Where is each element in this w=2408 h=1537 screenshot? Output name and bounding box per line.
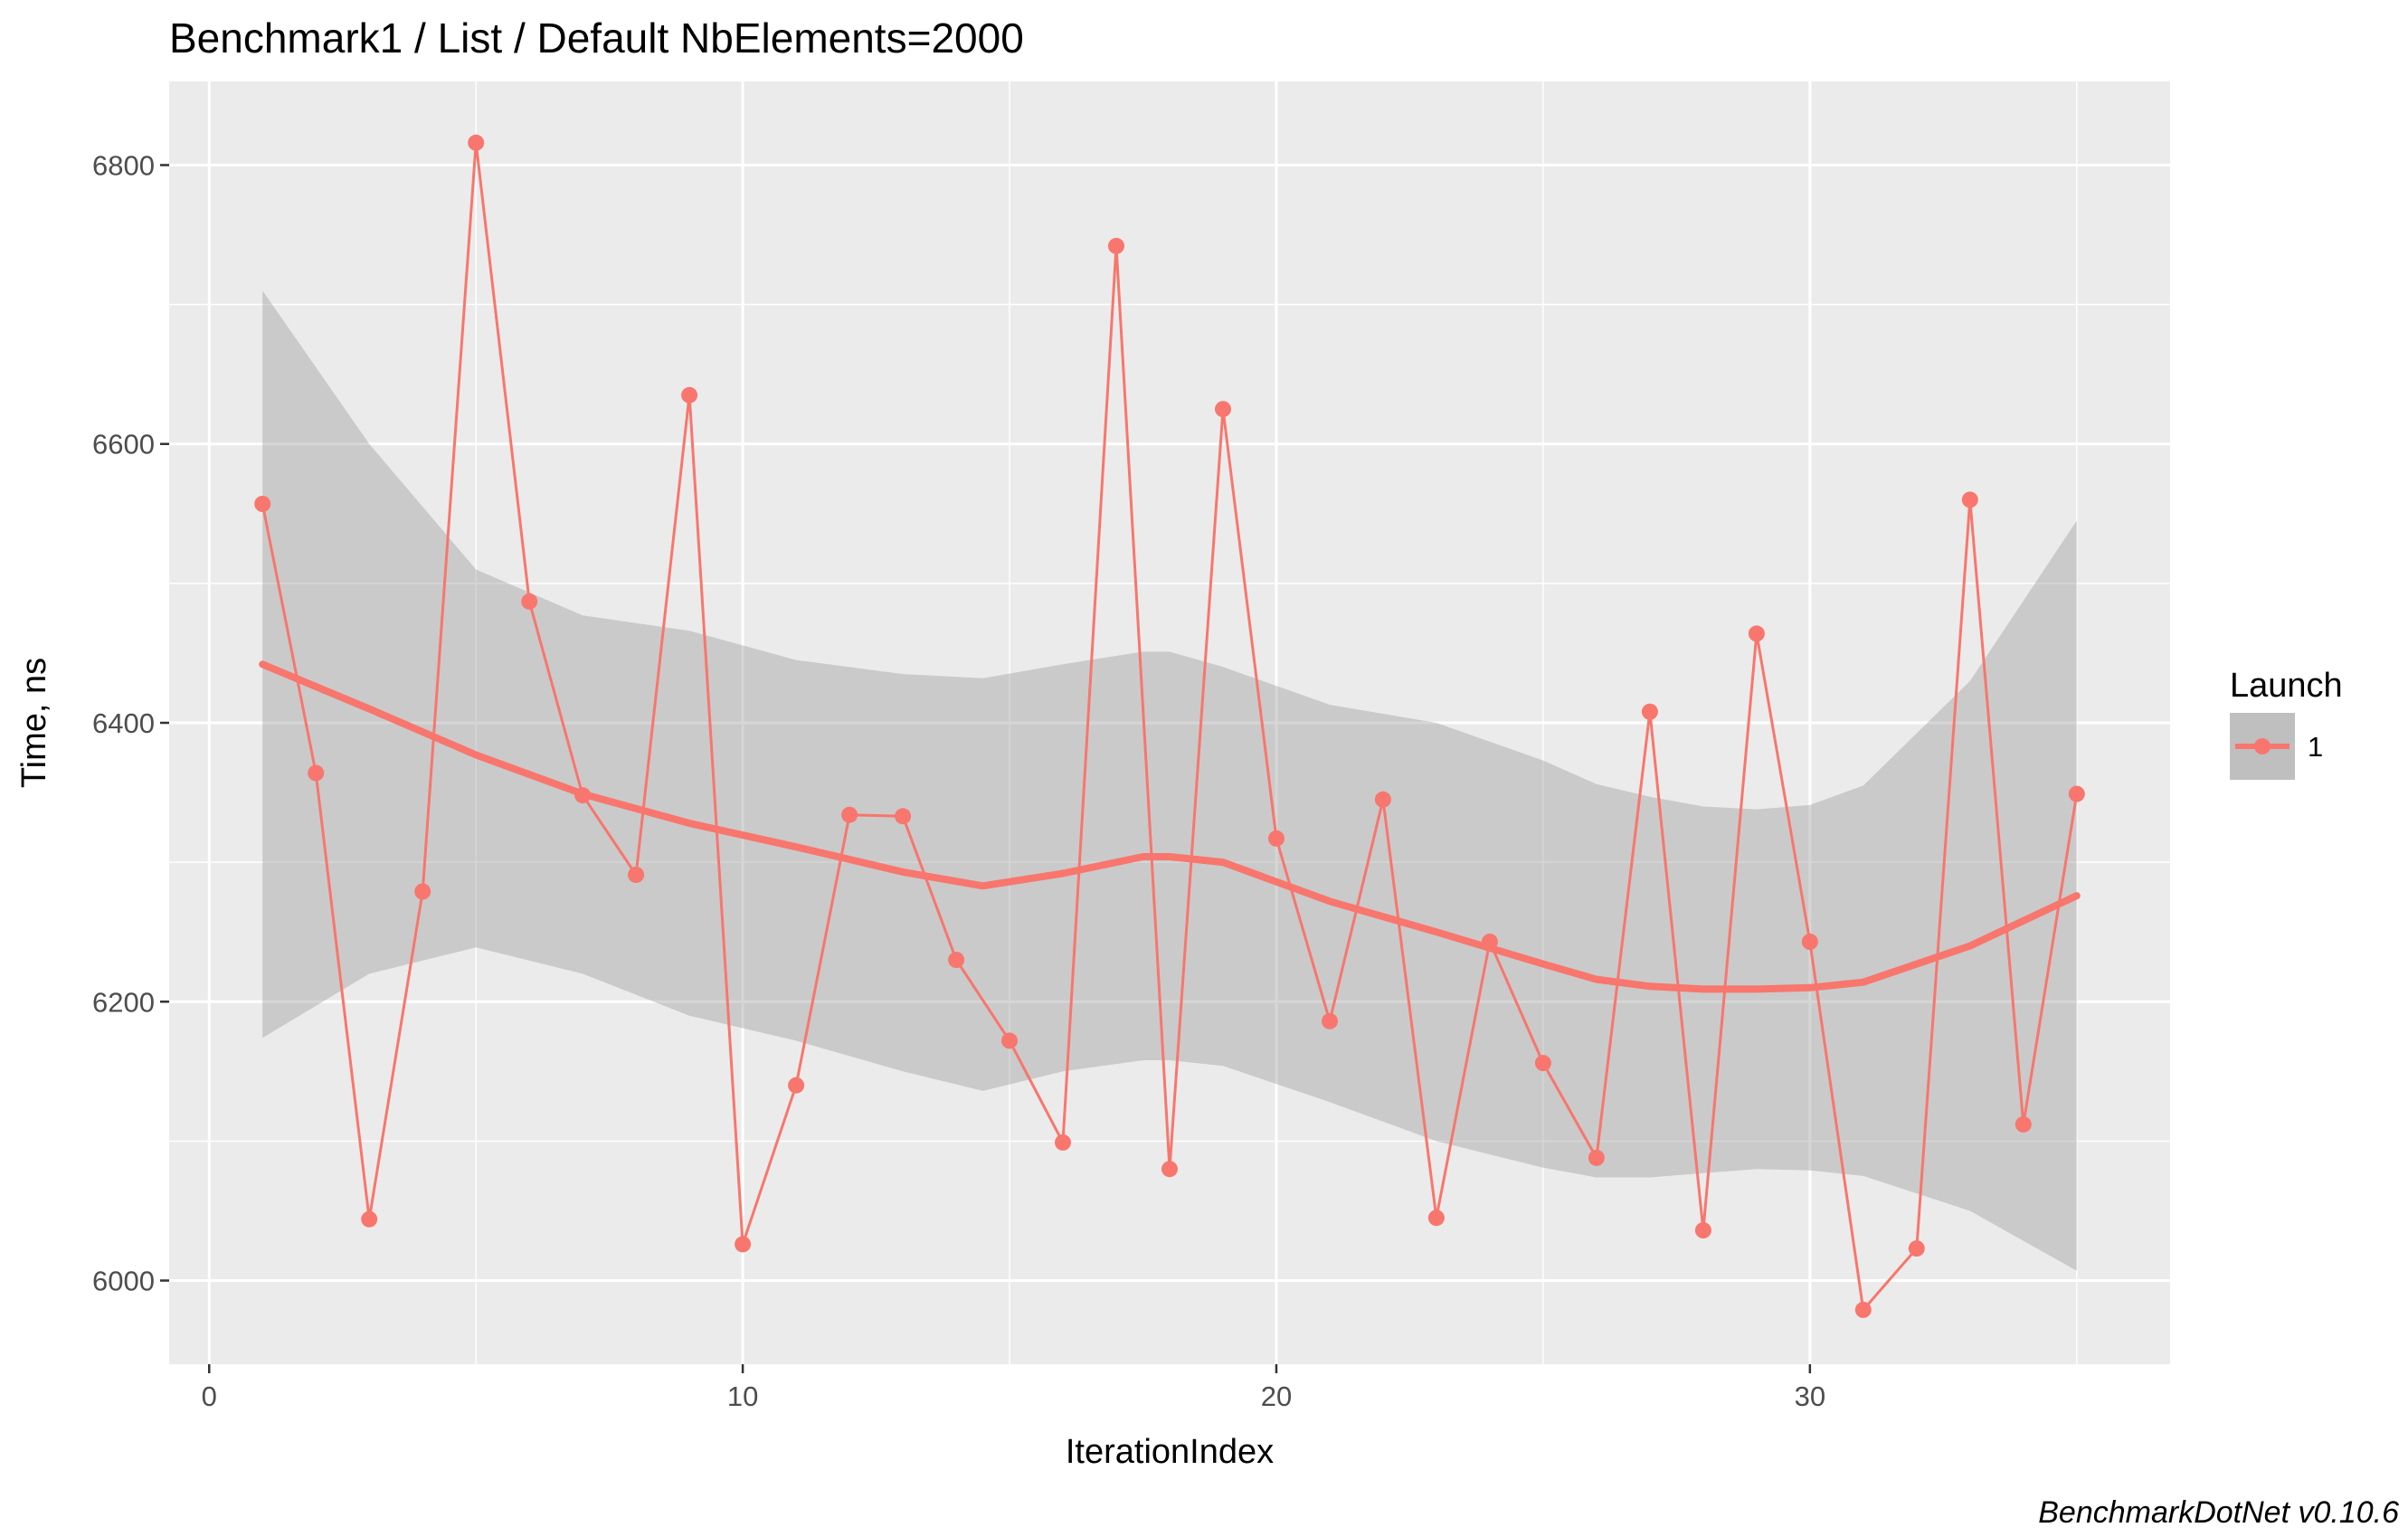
data-point bbox=[2068, 785, 2085, 802]
data-point bbox=[574, 787, 592, 804]
x-tick-label: 10 bbox=[727, 1380, 758, 1412]
x-axis-ticks: 0 10 20 30 bbox=[202, 1364, 1825, 1412]
y-tick-label: 6400 bbox=[92, 707, 155, 739]
data-point bbox=[1801, 934, 1818, 950]
data-point bbox=[1055, 1134, 1071, 1151]
caption: BenchmarkDotNet v0.10.6 bbox=[2038, 1495, 2399, 1530]
data-point bbox=[2015, 1115, 2032, 1133]
data-point bbox=[1161, 1161, 1178, 1178]
confidence-band bbox=[262, 290, 2077, 1271]
smooth-line-path bbox=[259, 660, 2081, 993]
data-point bbox=[948, 952, 965, 968]
data-point bbox=[1961, 491, 1978, 508]
legend-title: Launch bbox=[2230, 667, 2343, 705]
y-axis-title: Time, ns bbox=[15, 658, 53, 788]
data-point bbox=[1854, 1301, 1872, 1318]
data-point bbox=[1374, 791, 1391, 808]
data-point bbox=[895, 808, 912, 825]
data-point bbox=[361, 1210, 378, 1228]
data-point bbox=[414, 883, 431, 900]
data-point bbox=[1001, 1032, 1018, 1049]
data-points bbox=[254, 134, 2085, 1318]
data-point bbox=[1427, 1210, 1445, 1227]
y-tick-label: 6600 bbox=[92, 429, 155, 460]
x-tick-label: 30 bbox=[1795, 1380, 1825, 1412]
data-point bbox=[521, 593, 538, 610]
legend-entry-label: 1 bbox=[2308, 731, 2323, 763]
legend: Launch 1 bbox=[2230, 667, 2343, 780]
data-point bbox=[628, 867, 645, 883]
y-tick-label: 6800 bbox=[92, 149, 155, 181]
data-point bbox=[1641, 703, 1658, 720]
data-point bbox=[1588, 1149, 1605, 1166]
y-tick-label: 6200 bbox=[92, 986, 155, 1018]
data-point bbox=[735, 1236, 752, 1253]
data-point bbox=[468, 134, 485, 151]
chart-title: Benchmark1 / List / Default NbElements=2… bbox=[169, 14, 1024, 62]
x-axis-title: IterationIndex bbox=[1066, 1433, 1274, 1471]
data-point bbox=[1268, 830, 1285, 847]
data-point bbox=[681, 386, 698, 403]
data-point bbox=[1748, 625, 1765, 642]
data-point bbox=[788, 1077, 805, 1094]
data-point bbox=[1322, 1012, 1338, 1029]
y-axis-ticks: 6000 6200 6400 6600 6800 bbox=[92, 149, 169, 1297]
data-point bbox=[254, 496, 271, 512]
confidence-ribbon bbox=[262, 290, 2077, 1271]
data-point bbox=[1481, 934, 1498, 950]
legend-key-point bbox=[2254, 738, 2271, 754]
x-tick-label: 0 bbox=[202, 1380, 217, 1412]
data-point bbox=[841, 806, 858, 823]
data-point bbox=[1534, 1055, 1551, 1072]
smooth-line bbox=[259, 660, 2081, 993]
x-tick-label: 20 bbox=[1261, 1380, 1292, 1412]
data-point bbox=[1215, 401, 1231, 418]
y-tick-label: 6000 bbox=[92, 1266, 155, 1297]
data-point bbox=[1908, 1240, 1925, 1257]
grid bbox=[169, 81, 2170, 1364]
data-point bbox=[308, 764, 325, 782]
data-point bbox=[1108, 237, 1124, 254]
data-point bbox=[1694, 1222, 1711, 1238]
